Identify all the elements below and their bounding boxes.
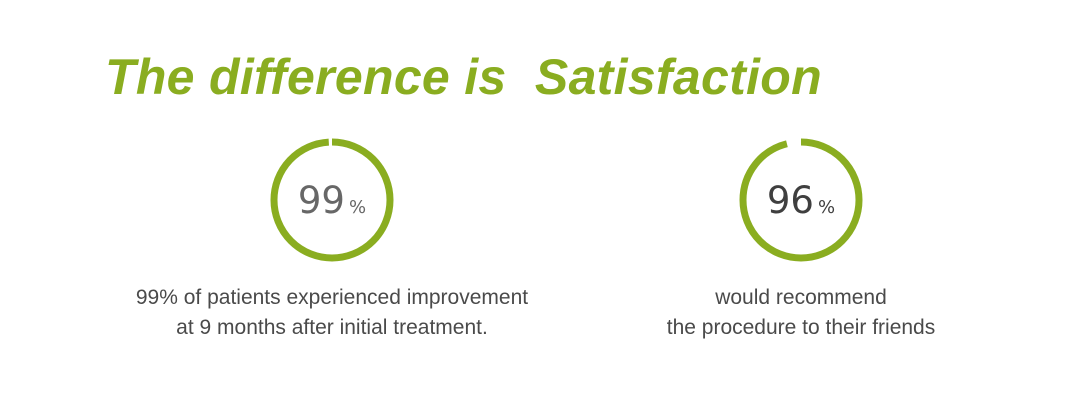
stat-value: 99 <box>297 178 345 222</box>
progress-ring-arc <box>739 138 863 262</box>
stat-value-group: 99 % <box>269 137 395 263</box>
stat-caption-line: at 9 months after initial treatment. <box>176 316 488 339</box>
stat-value: 96 <box>766 178 814 222</box>
page-title: The difference is Satisfaction <box>105 49 822 105</box>
progress-ring-arc <box>270 138 394 262</box>
progress-ring-graphic <box>739 138 863 262</box>
stat-caption-line: 99% of patients experienced improvement <box>135 286 529 309</box>
stat-unit: % <box>817 196 836 218</box>
progress-ring: 99 % <box>269 137 395 263</box>
progress-ring: 96 % <box>738 137 864 263</box>
progress-ring-graphic <box>270 138 394 262</box>
stat-caption-line: the procedure to their friends <box>666 316 936 339</box>
stat-unit: % <box>348 196 367 218</box>
stat-patient-improvement: 99 % 99% of patients experienced improve… <box>82 137 582 343</box>
stat-caption: 99% of patients experienced improvement … <box>82 283 582 343</box>
stat-recommend: 96 % would recommend the procedure to th… <box>551 137 1051 343</box>
stat-caption: would recommend the procedure to their f… <box>551 283 1051 343</box>
stat-value-group: 96 % <box>738 137 864 263</box>
stat-caption-line: would recommend <box>715 286 887 309</box>
